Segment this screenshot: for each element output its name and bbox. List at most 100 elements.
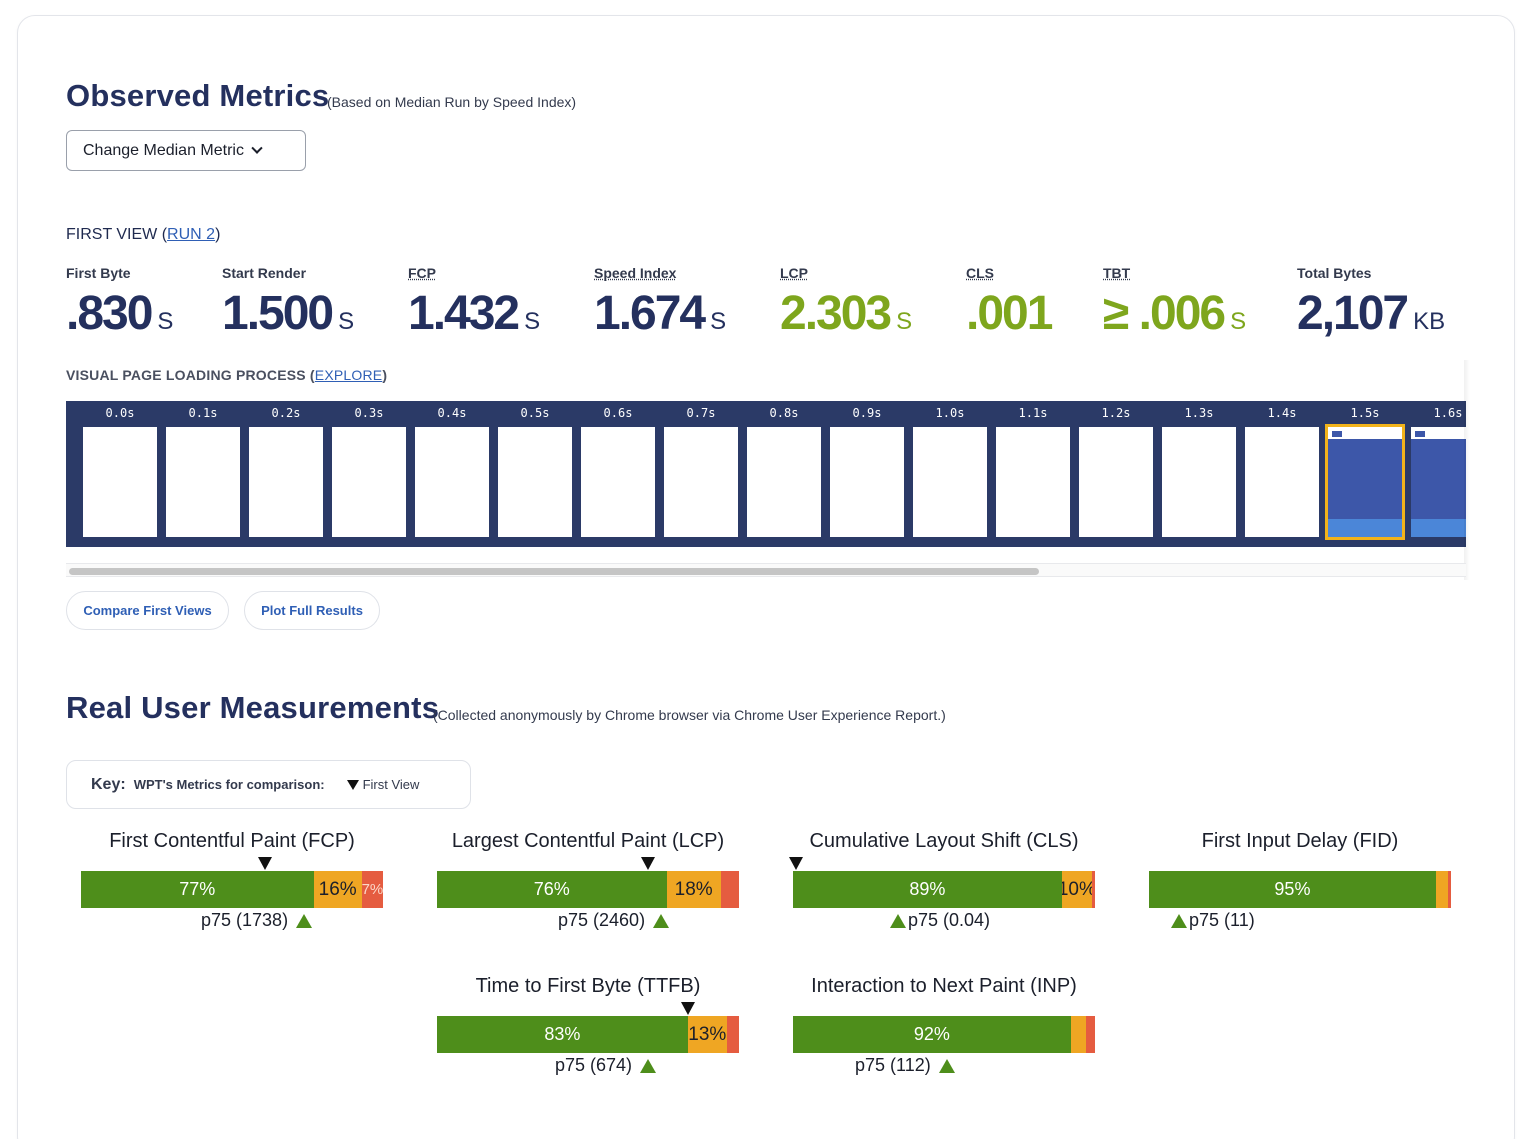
p75-marker-icon: [640, 1058, 657, 1073]
metric-unit: S: [896, 308, 913, 335]
rum-chart-title: Time to First Byte (TTFB): [475, 975, 701, 997]
rum-chart: First Input Delay (FID) 95% p75 (11): [1149, 830, 1451, 940]
rum-distribution-bar: 95%: [1149, 871, 1451, 908]
rum-chart: Time to First Byte (TTFB) 83% 13% p75 (674): [437, 975, 739, 1085]
frame-thumbnail[interactable]: [1079, 427, 1153, 537]
frame-thumbnail[interactable]: [996, 427, 1070, 537]
visual-label-text: VISUAL PAGE LOADING PROCESS: [66, 367, 306, 383]
p75-label: p75 (1738): [201, 910, 289, 930]
key-label: Key:: [91, 775, 126, 793]
first-view-label: FIRST VIEW (RUN 2): [66, 226, 220, 244]
frame-thumbnail[interactable]: [1325, 424, 1405, 540]
needs-improvement-segment: 16%: [313, 871, 362, 908]
metric-unit: S: [524, 308, 541, 335]
frame-thumbnail[interactable]: [581, 427, 655, 537]
poor-segment: [726, 1016, 739, 1053]
scrollbar-thumb[interactable]: [69, 568, 1039, 575]
poor-segment: [1447, 871, 1451, 908]
poor-segment: [720, 871, 739, 908]
good-segment: 76%: [437, 871, 667, 908]
frame-time: 0.2s: [271, 406, 301, 420]
median-button-label: Change Median Metric: [83, 141, 244, 159]
metric-label[interactable]: LCP: [780, 265, 808, 281]
frame-time: 0.7s: [686, 406, 716, 420]
metric-value: 2.303: [780, 287, 892, 340]
frame-thumbnail[interactable]: [664, 427, 738, 537]
metric-label: First Byte: [66, 265, 131, 281]
explore-close: ): [382, 367, 388, 383]
filmstrip[interactable]: 0.0s 0.1s 0.2s 0.3s 0.4s 0.5s 0.6s 0.7s 0.8s 0.9s…: [66, 401, 1466, 547]
metric-fcp: FCP 1.432 S: [408, 265, 540, 341]
good-segment: 89%: [793, 871, 1062, 908]
frame-time: 0.5s: [520, 406, 550, 420]
plot-full-results-button[interactable]: Plot Full Results: [244, 591, 380, 630]
wpt-first-view-marker-icon: [680, 1002, 695, 1015]
metric-unit: S: [338, 308, 355, 335]
metric-value: 1.500: [222, 287, 334, 340]
frame-thumbnail[interactable]: [747, 427, 821, 537]
needs-improvement-segment: 10%: [1061, 871, 1092, 908]
frame-thumbnail[interactable]: [1162, 427, 1236, 537]
rum-distribution-bar: 77% 16% 7%: [81, 871, 383, 908]
rum-distribution-bar: 89%10%: [793, 871, 1095, 908]
metric-label[interactable]: FCP: [408, 265, 436, 281]
p75-label: p75 (2460): [558, 910, 646, 930]
p75-label: p75 (674): [555, 1055, 633, 1075]
p75-marker-icon: [938, 1058, 955, 1073]
site-logo-icon: [1332, 431, 1342, 437]
metric-speed-index: Speed Index 1.674 S: [594, 265, 726, 341]
p75-label: p75 (112): [855, 1055, 931, 1075]
rum-subtitle: (Collected anonymously by Chrome browser…: [433, 707, 946, 723]
p75-indicator: p75 (1738): [201, 910, 313, 931]
frame-thumbnail[interactable]: [1411, 427, 1466, 537]
poor-segment: 7%: [361, 871, 383, 908]
metric-label[interactable]: CLS: [966, 265, 994, 281]
frame-thumbnail[interactable]: [498, 427, 572, 537]
poor-segment: [1085, 1016, 1095, 1053]
p75-marker-icon: [890, 913, 906, 928]
chevron-down-icon: [251, 142, 263, 154]
first-view-marker-icon: [346, 779, 359, 790]
frame-time: 1.4s: [1267, 406, 1297, 420]
metric-lcp: LCP 2.303 S: [780, 265, 912, 341]
frame-time: 0.0s: [105, 406, 135, 420]
frame-thumbnail[interactable]: [332, 427, 406, 537]
frame-thumbnail[interactable]: [83, 427, 157, 537]
frame-thumbnail[interactable]: [415, 427, 489, 537]
wpt-first-view-marker-icon: [641, 857, 656, 870]
explore-open: (: [309, 367, 315, 383]
frame-thumbnail[interactable]: [249, 427, 323, 537]
explore-link[interactable]: EXPLORE: [314, 367, 383, 383]
needs-improvement-segment: 13%: [687, 1016, 727, 1053]
frame-time: 1.5s: [1350, 406, 1380, 420]
frame-thumbnail[interactable]: [1245, 427, 1319, 537]
metric-first-byte: First Byte .830 S: [66, 265, 173, 341]
rum-chart-title: First Input Delay (FID): [1201, 830, 1399, 852]
rum-chart: First Contentful Paint (FCP) 77% 16% 7% p75 …: [81, 830, 383, 940]
rum-chart: Largest Contentful Paint (LCP) 76% 18% p75 …: [437, 830, 739, 940]
p75-indicator: p75 (11): [1171, 910, 1255, 931]
first-view-text: FIRST VIEW (: [66, 226, 168, 243]
frame-time: 1.0s: [935, 406, 965, 420]
metric-unit: S: [157, 308, 174, 335]
metric-value: 1.674: [594, 287, 706, 340]
compare-first-views-button[interactable]: Compare First Views: [66, 591, 229, 630]
metric-value: .830: [66, 287, 153, 340]
frame-thumbnail[interactable]: [166, 427, 240, 537]
metric-total-bytes: Total Bytes 2,107 KB: [1297, 265, 1445, 341]
p75-indicator: p75 (2460): [558, 910, 670, 931]
metric-label[interactable]: TBT: [1103, 265, 1131, 281]
frame-thumbnail[interactable]: [830, 427, 904, 537]
metric-value: ≥ .006: [1103, 287, 1226, 340]
change-median-metric-dropdown[interactable]: Change Median Metric: [66, 130, 306, 171]
p75-indicator: p75 (0.04): [890, 910, 990, 931]
run-2-link[interactable]: RUN 2: [167, 226, 216, 243]
metric-label[interactable]: Speed Index: [594, 265, 677, 281]
good-segment: 77%: [81, 871, 314, 908]
frame-time: 0.6s: [603, 406, 633, 420]
frame-thumbnail[interactable]: [913, 427, 987, 537]
rum-chart-title: First Contentful Paint (FCP): [109, 830, 355, 852]
frame-time: 1.1s: [1018, 406, 1048, 420]
filmstrip-scrollbar[interactable]: [66, 563, 1466, 577]
frame-time: 0.3s: [354, 406, 384, 420]
